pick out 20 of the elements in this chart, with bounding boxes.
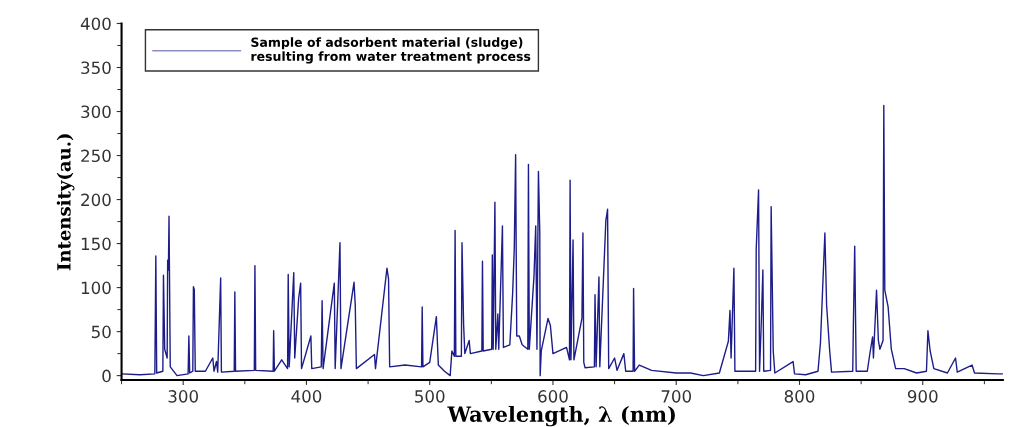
x-tick-label: 800: [784, 390, 815, 403]
line-series: [121, 104, 1003, 377]
y-tick-label: 100: [81, 281, 111, 295]
y-axis-title: Intensity(au.): [56, 134, 75, 271]
y-tick-label: 400: [80, 17, 111, 31]
x-tick-label: 600: [538, 390, 568, 403]
y-tick-label: 150: [81, 237, 111, 251]
y-tick-label: 350: [81, 61, 111, 75]
x-tick-label: 900: [907, 390, 938, 403]
y-tick-label: 50: [91, 325, 111, 339]
y-tick-label: 300: [81, 105, 111, 119]
x-axis-title: Wavelength, λ (nm): [447, 405, 675, 427]
text: Sample of adsorbent material (sludge) resulting from water treatment process: [251, 37, 531, 64]
x-tick-label: 300: [168, 390, 198, 403]
y-tick-label: 0: [102, 369, 111, 383]
x-tick-label: 500: [415, 390, 445, 403]
x-tick-label: 700: [661, 390, 692, 403]
y-tick-label: 200: [81, 193, 111, 207]
y-tick-label: 250: [81, 149, 111, 163]
x-tick-label: 400: [291, 390, 322, 403]
